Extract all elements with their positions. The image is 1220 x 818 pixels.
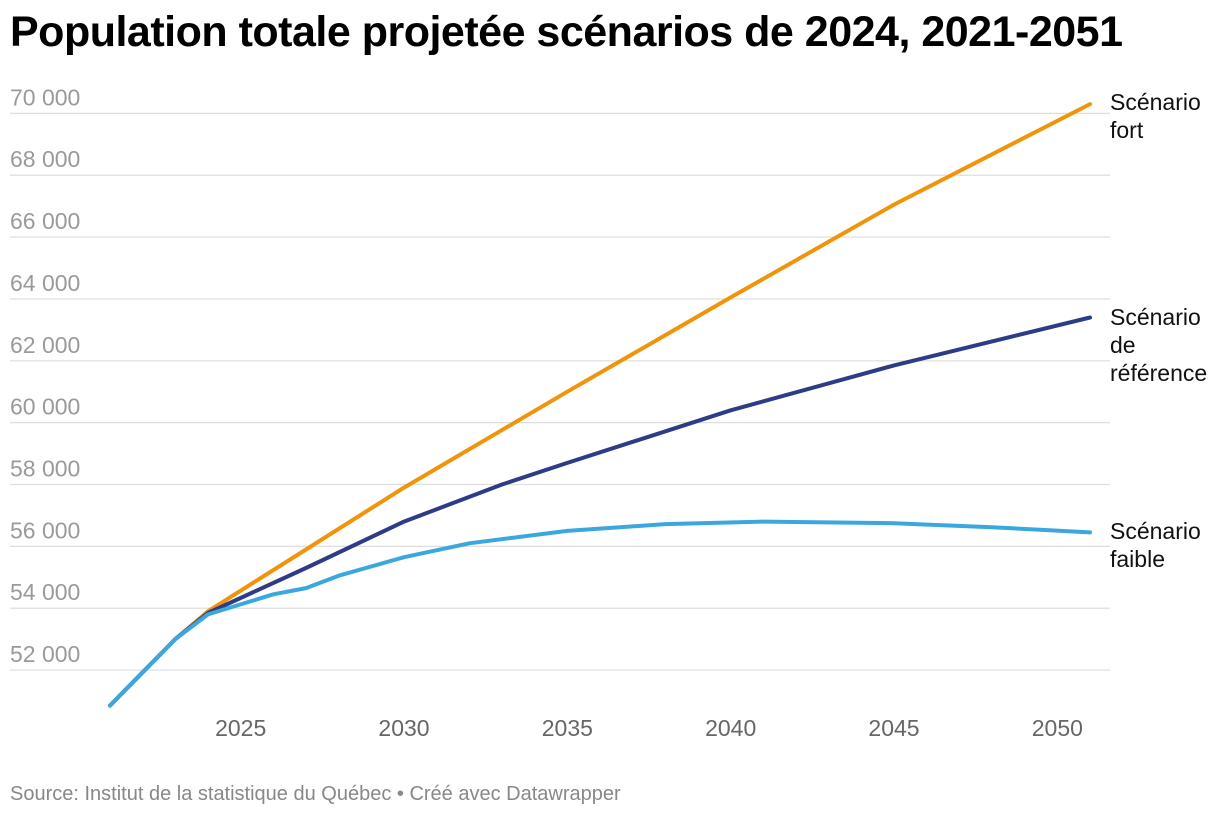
x-tick-label: 2040	[705, 715, 756, 741]
x-tick-label: 2025	[215, 715, 266, 741]
series-line	[108, 315, 1092, 708]
source-note: Source: Institut de la statistique du Qu…	[10, 783, 621, 805]
y-tick-label: 62 000	[10, 332, 80, 358]
series-label: Scénario faible	[1110, 518, 1201, 572]
series-label-line: faible	[1110, 546, 1165, 572]
x-tick-label: 2030	[378, 715, 429, 741]
x-tick-label: 2045	[868, 715, 919, 741]
x-tick-label: 2050	[1032, 715, 1083, 741]
series-line	[108, 519, 1092, 708]
y-tick-label: 64 000	[10, 270, 80, 296]
y-tick-label: 68 000	[10, 146, 80, 172]
y-tick-label: 60 000	[10, 394, 80, 420]
y-axis-ticks: 52 000 54 000 56 000 58 000 60 000 62 000 64 0…	[10, 84, 80, 667]
y-tick-label: 58 000	[10, 456, 80, 482]
x-tick-label: 2035	[542, 715, 593, 741]
series-label-line: Scénario	[1110, 304, 1201, 330]
chart-title: Population totale projetée scénarios de …	[10, 8, 1123, 56]
y-tick-label: 52 000	[10, 641, 80, 667]
y-tick-label: 70 000	[10, 84, 80, 110]
series-label-line: fort	[1110, 117, 1144, 143]
series-label-line: référence	[1110, 360, 1207, 386]
series-label: Scénario de référence	[1110, 304, 1207, 386]
series-label: Scénario fort	[1110, 89, 1201, 143]
y-tick-label: 66 000	[10, 208, 80, 234]
gridlines	[10, 112, 1110, 671]
series-label-line: de	[1110, 332, 1136, 358]
x-axis-ticks: 2025 2030 2035 2040 2045 2050	[215, 715, 1083, 741]
y-tick-label: 56 000	[10, 517, 80, 543]
series-line	[108, 102, 1092, 708]
series-lines	[108, 102, 1092, 708]
series-label-line: Scénario	[1110, 89, 1201, 115]
series-label-line: Scénario	[1110, 518, 1201, 544]
y-tick-label: 54 000	[10, 579, 80, 605]
